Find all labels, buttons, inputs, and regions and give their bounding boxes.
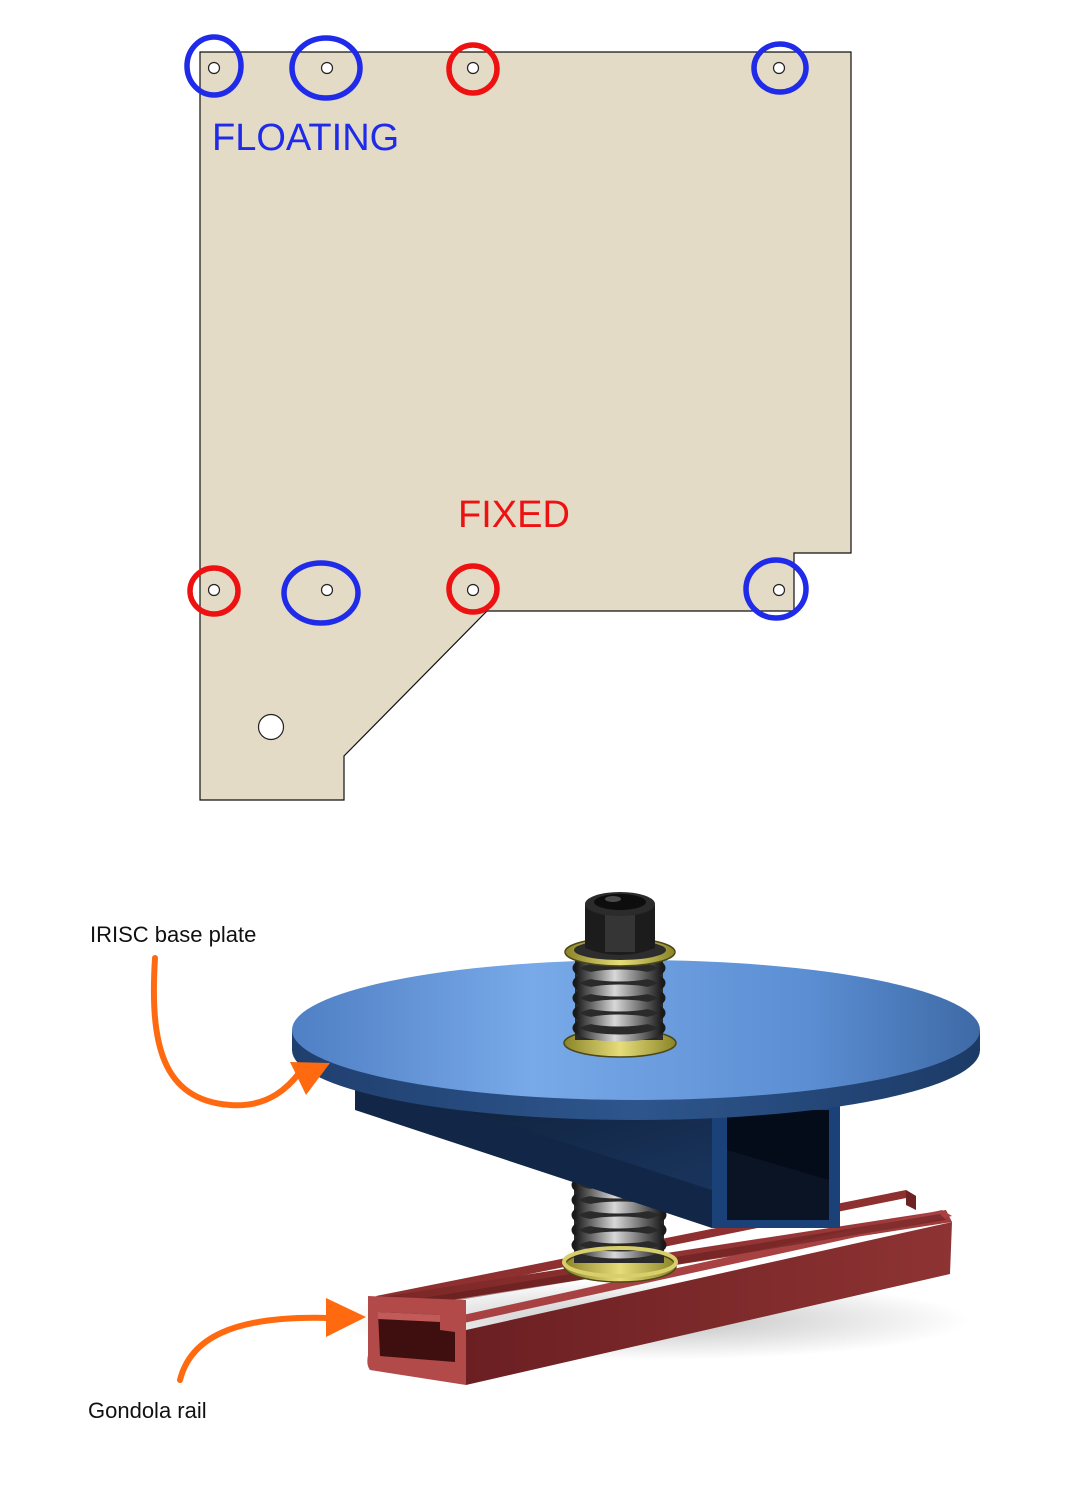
arrow-to-base-plate bbox=[150, 955, 330, 1109]
large-hole bbox=[257, 713, 285, 741]
screw-hole bbox=[207, 61, 221, 75]
screw-hole bbox=[466, 583, 480, 597]
floating-label: FLOATING bbox=[212, 117, 399, 159]
rail-label: Gondola rail bbox=[88, 1398, 207, 1423]
fixed-label: FIXED bbox=[458, 494, 570, 536]
mounting-plate-diagram: FLOATING FIXED bbox=[184, 34, 852, 801]
fixed-marker bbox=[446, 42, 500, 96]
floating-marker bbox=[281, 560, 361, 626]
upper-spring bbox=[563, 937, 677, 1058]
mount-render: IRISC base plate Gondola rail bbox=[88, 892, 980, 1423]
screw-hole bbox=[320, 61, 334, 75]
base-plate-label: IRISC base plate bbox=[90, 922, 256, 947]
arrow-to-rail bbox=[177, 1298, 366, 1383]
floating-marker bbox=[289, 35, 363, 101]
fixed-marker bbox=[446, 563, 500, 615]
screw-hole bbox=[772, 583, 786, 597]
base-plate-bracket bbox=[355, 1075, 840, 1228]
floating-marker bbox=[184, 34, 244, 98]
screw-holes bbox=[207, 61, 786, 741]
fixed-markers bbox=[187, 42, 500, 617]
mounting-plate-outline bbox=[199, 51, 852, 801]
floating-marker bbox=[743, 557, 809, 621]
hex-nut bbox=[585, 892, 655, 955]
screw-hole bbox=[320, 583, 334, 597]
floating-marker bbox=[751, 41, 809, 95]
fixed-marker bbox=[187, 565, 241, 617]
screw-hole bbox=[466, 61, 480, 75]
floating-markers bbox=[184, 34, 809, 626]
screw-hole bbox=[772, 61, 786, 75]
screw-hole bbox=[207, 583, 221, 597]
